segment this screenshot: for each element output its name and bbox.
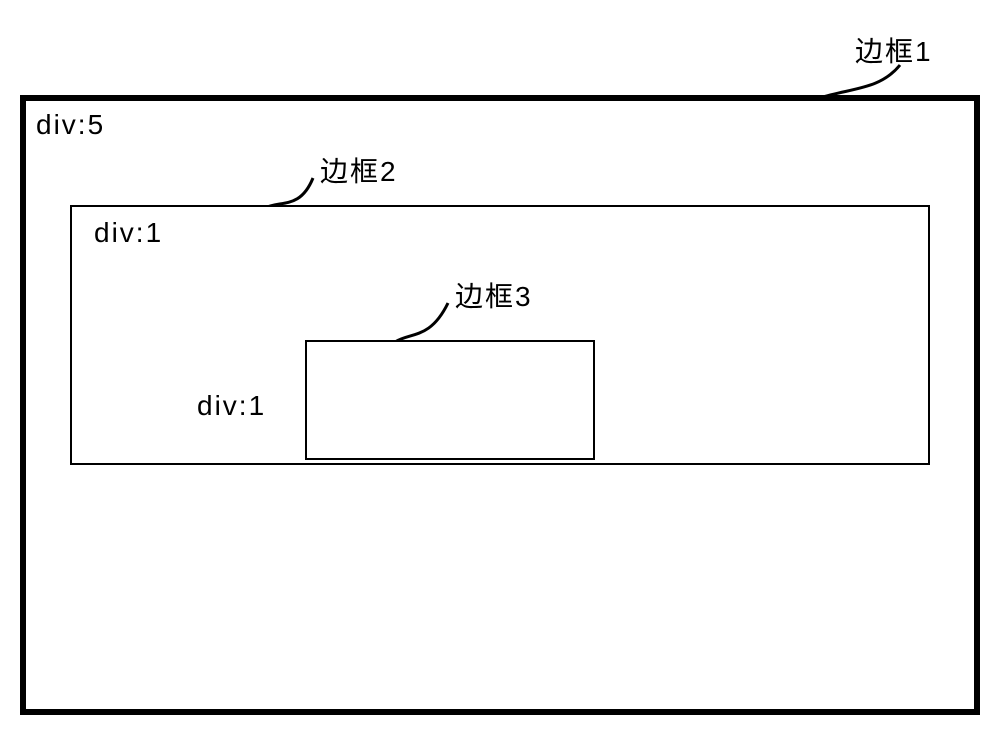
box3-inner-label: div:1 — [197, 390, 266, 422]
box1-callout-label: 边框1 — [855, 30, 933, 70]
box1-inner-label: div:5 — [36, 109, 105, 141]
box3-frame: div:1 — [305, 340, 595, 460]
diagram-canvas: 边框1 div:5 边框2 div:1 边框3 div:1 — [0, 0, 1000, 737]
box2-inner-label: div:1 — [94, 217, 163, 249]
box3-callout-label: 边框3 — [455, 275, 533, 315]
box2-callout-label: 边框2 — [320, 150, 398, 190]
